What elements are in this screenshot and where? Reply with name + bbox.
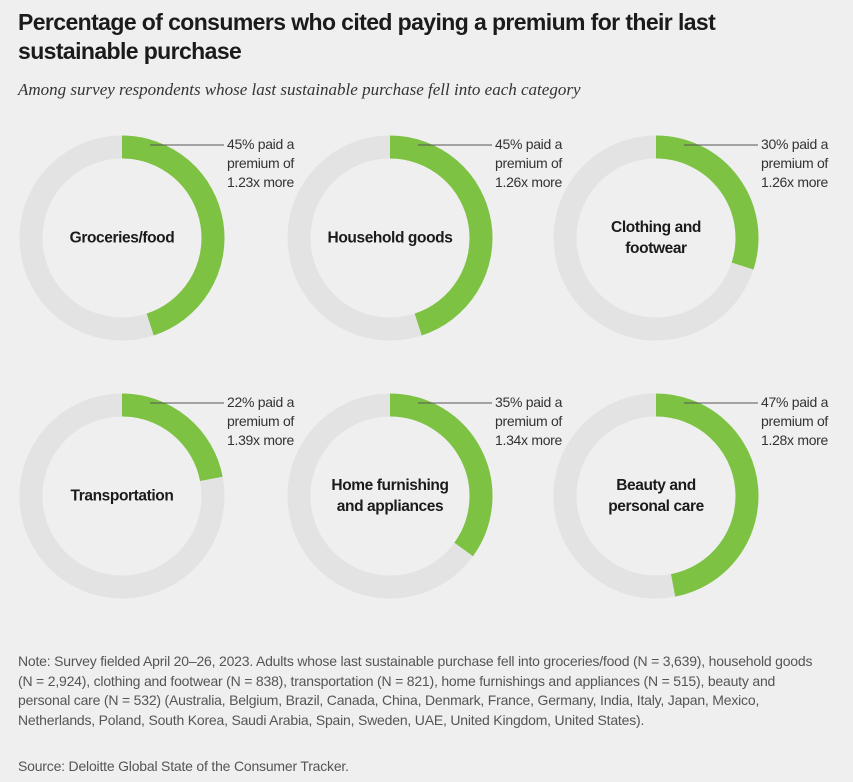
donut-segment [389, 135, 493, 336]
value-label: 30% paid a premium of 1.26x more [761, 136, 829, 190]
donut-chart [287, 135, 493, 341]
value-label: 45% paid a premium of 1.23x more [227, 136, 295, 190]
donut-segment [553, 135, 754, 341]
donut-segment [121, 135, 225, 336]
donut-segment [553, 393, 676, 599]
donut-title: Transportation [70, 487, 174, 505]
value-label: 47% paid a premium of 1.28x more [761, 394, 829, 448]
donut-segment [655, 393, 759, 597]
donut-title: Home furnishing and appliances [331, 477, 449, 515]
donut-chart [19, 135, 225, 341]
donut-segment [655, 135, 759, 270]
note: Note: Survey fielded April 20–26, 2023. … [18, 653, 813, 728]
donut-segment [19, 135, 154, 341]
value-label: 35% paid a premium of 1.34x more [495, 394, 563, 448]
donut-chart [553, 135, 759, 341]
donut-title: Clothing and footwear [611, 219, 701, 257]
donut-segment [389, 393, 493, 557]
donut-segment [121, 393, 223, 482]
value-label: 45% paid a premium of 1.26x more [495, 136, 563, 190]
donut-chart [19, 393, 225, 599]
donut-title: Beauty and personal care [608, 477, 704, 515]
subtitle: Among survey respondents whose last sust… [18, 80, 581, 99]
donut-title: Groceries/food [69, 229, 175, 247]
donut-segment [287, 393, 473, 599]
donut-chart [287, 393, 493, 599]
donut-chart [553, 393, 759, 599]
donut-segment [19, 393, 225, 599]
donut-title: Household goods [327, 229, 453, 247]
source: Source: Deloitte Global State of the Con… [18, 758, 349, 774]
value-label: 22% paid a premium of 1.39x more [227, 394, 295, 448]
title: Percentage of consumers who cited paying… [18, 9, 716, 64]
donut-segment [287, 135, 422, 341]
